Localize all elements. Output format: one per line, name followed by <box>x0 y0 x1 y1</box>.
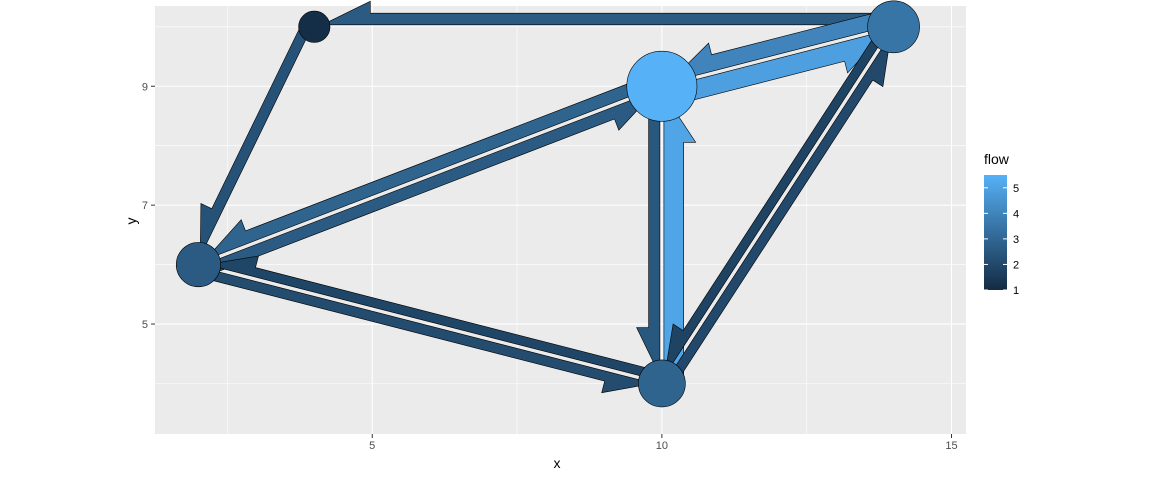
node-2 <box>867 0 920 54</box>
y-tick-label: 5 <box>142 319 148 331</box>
legend-label: 1 <box>1013 285 1019 297</box>
node-4 <box>175 242 221 288</box>
edge-arrow-2-1 <box>322 0 894 26</box>
node-3 <box>626 50 698 122</box>
legend-title: flow <box>984 151 1010 167</box>
y-tick-label: 9 <box>142 81 148 93</box>
legend: flow 1 2 3 4 5 <box>984 151 1019 297</box>
edges <box>195 0 894 394</box>
legend-label: 5 <box>1013 183 1019 195</box>
legend-colorbar <box>984 175 1007 290</box>
legend-label: 2 <box>1013 259 1019 271</box>
legend-label: 4 <box>1013 208 1019 220</box>
y-tick-label: 7 <box>142 200 148 212</box>
x-tick-label: 5 <box>369 440 375 452</box>
node-1 <box>298 10 331 43</box>
x-tick-label: 10 <box>656 440 668 452</box>
x-axis-title: x <box>554 455 561 471</box>
node-5 <box>638 359 686 408</box>
x-tick-label: 15 <box>945 440 957 452</box>
axes: 5 10 15 5 7 9 <box>142 81 958 452</box>
nodes <box>175 0 920 408</box>
legend-ticks: 1 2 3 4 5 <box>984 183 1019 297</box>
y-axis-title: y <box>123 218 139 225</box>
legend-label: 3 <box>1013 234 1019 246</box>
